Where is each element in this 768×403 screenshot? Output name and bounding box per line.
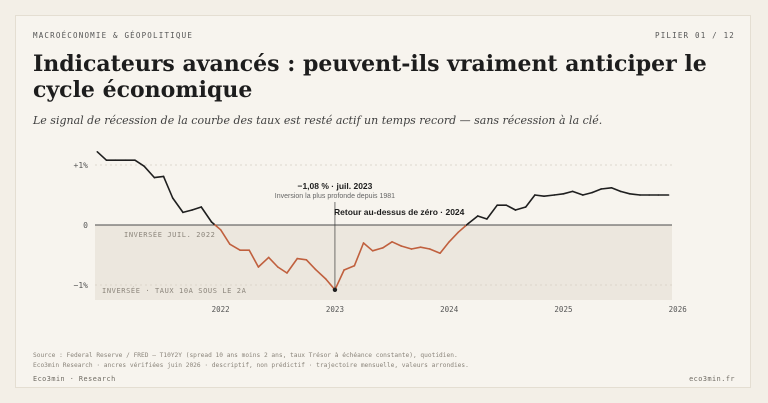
series-segment: [439, 241, 450, 254]
shaded-band-label: INVERSÉE · TAUX 10A SOUS LE 2A: [102, 286, 247, 295]
series-segment: [600, 187, 613, 190]
inverted-since-label: INVERSÉE JUIL. 2022: [124, 230, 215, 239]
x-tick-label: 2022: [212, 305, 230, 314]
page-title: Indicateurs avancés : peuvent-ils vraime…: [33, 51, 707, 103]
series-segment: [628, 193, 641, 196]
series-segment: [391, 241, 403, 247]
series-segment: [162, 175, 174, 199]
return-above-zero-label: Retour au-dessus de zéro · 2024: [334, 207, 465, 217]
series-segment: [191, 206, 203, 211]
grid-lines: [95, 164, 672, 286]
brand-label: Eco3min · Research: [33, 375, 116, 383]
trough-note-label: Inversion la plus profonde depuis 1981: [275, 193, 395, 200]
y-axis-ticks: +1% 0 −1%: [74, 161, 89, 290]
series-segment: [553, 193, 565, 196]
y-tick-label: 0: [83, 221, 88, 230]
series-segment: [582, 191, 593, 196]
series-segment: [562, 190, 574, 195]
x-axis-ticks: 2022 2023 2024 2025 2026: [212, 305, 688, 314]
page-subtitle: Le signal de récession de la courbe des …: [33, 114, 603, 127]
series-segment: [296, 257, 308, 261]
series-line: [96, 151, 670, 291]
series-segment: [382, 241, 393, 249]
series-segment: [400, 245, 413, 250]
series-segment: [229, 243, 241, 251]
series-segment: [171, 197, 184, 214]
x-tick-label: 2026: [669, 305, 688, 314]
source-note: Source : Federal Reserve / FRED — T10Y2Y…: [33, 352, 458, 359]
series-segment: [505, 204, 517, 211]
series-segment: [534, 194, 545, 197]
series-segment: [591, 188, 602, 194]
eyebrow-label: MACROÉCONOMIE & GÉOPOLITIQUE: [33, 31, 194, 40]
series-segment: [143, 165, 156, 179]
series-segment: [410, 246, 422, 250]
series-segment: [286, 257, 299, 274]
series-segment: [153, 175, 165, 179]
series-segment: [476, 215, 488, 220]
series-segment: [305, 258, 317, 271]
series-segment: [134, 159, 145, 167]
series-segment: [428, 248, 441, 254]
series-segment: [214, 224, 222, 231]
trough-value-label: −1,08 % · juil. 2023: [297, 181, 372, 191]
series-segment: [96, 151, 108, 161]
series-segment: [314, 268, 327, 280]
series-segment: [200, 206, 213, 223]
series-segment: [267, 256, 279, 268]
pillar-counter: PILIER 01 / 12: [654, 31, 735, 40]
trough-marker-dot: [332, 287, 338, 292]
series-segment: [514, 206, 527, 211]
x-tick-label: 2025: [554, 305, 572, 314]
y-tick-label: −1%: [74, 281, 89, 290]
x-tick-label: 2024: [440, 305, 459, 314]
series-segment: [219, 229, 231, 245]
inversion-shade-band: [95, 225, 672, 300]
series-segment: [457, 224, 468, 233]
y-tick-label: +1%: [74, 161, 89, 170]
series-segment: [353, 242, 365, 267]
series-segment: [467, 215, 479, 224]
series-segment: [277, 266, 288, 274]
series-segment: [371, 247, 384, 252]
series-segment: [543, 194, 556, 197]
series-segment: [334, 269, 345, 291]
series-segment: [362, 242, 374, 252]
series-segment: [524, 194, 536, 208]
series-segment: [343, 264, 356, 271]
site-label: eco3min.fr: [689, 375, 735, 383]
series-segment: [619, 190, 631, 195]
x-tick-label: 2023: [326, 305, 344, 314]
series-segment: [571, 190, 584, 196]
card-frame: [15, 15, 751, 388]
series-segment: [248, 249, 260, 268]
series-segment: [448, 231, 460, 243]
series-segment: [257, 256, 270, 268]
series-segment: [182, 209, 193, 214]
series-segment: [324, 278, 336, 291]
series-segment: [419, 246, 431, 250]
method-note: Eco3min Research · ancres vérifiées juin…: [33, 362, 469, 369]
series-segment: [610, 187, 622, 193]
series-segment: [486, 204, 498, 220]
